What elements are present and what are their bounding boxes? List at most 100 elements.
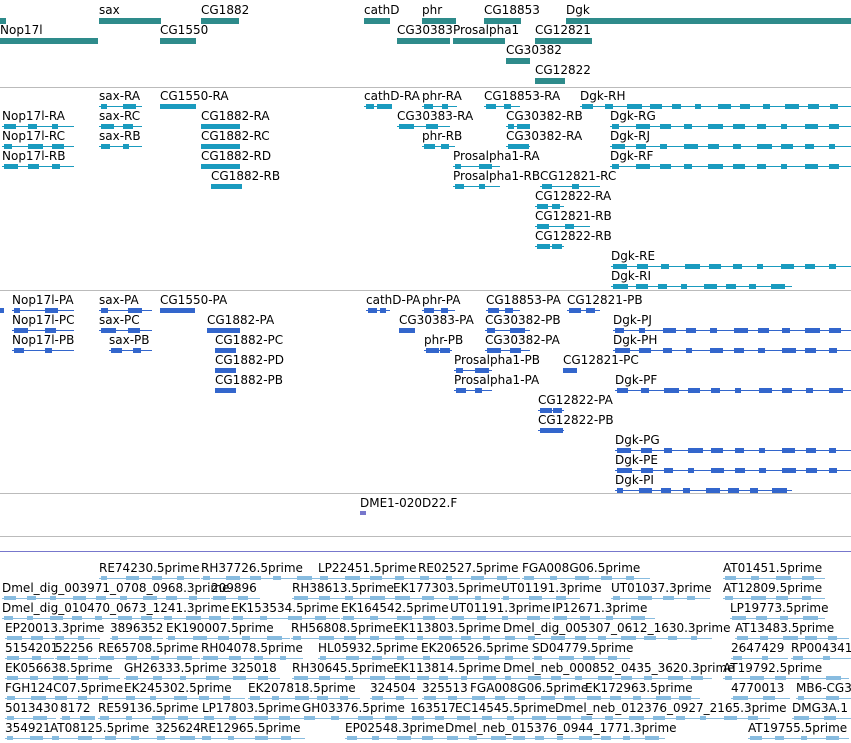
est-label[interactable]: 5013430 xyxy=(5,701,59,715)
est-label[interactable]: RE65708.5prime xyxy=(98,641,199,655)
est-feature-bar[interactable] xyxy=(393,676,503,680)
est-label[interactable]: AT13483.5prime xyxy=(735,621,835,635)
transcript-label[interactable]: Dgk-RJ xyxy=(610,129,651,143)
transcript-feature-bar[interactable] xyxy=(2,164,74,169)
transcript-label[interactable]: CG18853-RA xyxy=(484,89,561,103)
est-label[interactable]: EP02548.3prime xyxy=(345,721,445,735)
protein-label[interactable]: Prosalpha1-PB xyxy=(454,353,540,367)
protein-label[interactable]: sax-PB xyxy=(109,333,150,347)
est-label[interactable]: EK056638.5prime xyxy=(5,661,113,675)
est-feature-bar[interactable] xyxy=(585,696,700,700)
transcript-feature-bar[interactable] xyxy=(211,184,242,189)
est-label[interactable]: UT01037.3prime xyxy=(611,581,712,595)
transcript-label[interactable]: CG1882-RC xyxy=(201,129,270,143)
protein-feature-bar[interactable] xyxy=(454,368,492,373)
transcript-label[interactable]: Prosalpha1-RB xyxy=(453,169,541,183)
est-label[interactable]: RP004341 xyxy=(791,641,851,655)
gene-feature-bar[interactable] xyxy=(99,18,161,24)
transcript-feature-bar[interactable] xyxy=(540,184,600,189)
est-label[interactable]: Dmel_neb_000852_0435_3620.3prime xyxy=(503,661,735,675)
est-feature-bar[interactable] xyxy=(201,656,303,660)
gene-feature-bar[interactable] xyxy=(566,18,851,24)
est-label[interactable]: RH04078.5prime xyxy=(201,641,303,655)
protein-feature-bar[interactable] xyxy=(613,348,851,353)
protein-feature-bar[interactable] xyxy=(215,368,236,373)
est-feature-bar[interactable] xyxy=(99,576,200,580)
est-feature-bar[interactable] xyxy=(5,696,124,700)
protein-label[interactable]: CG12822-PA xyxy=(538,393,613,407)
transcript-label[interactable]: phr-RA xyxy=(422,89,462,103)
gene-label[interactable]: CG30383 xyxy=(397,23,453,37)
est-feature-bar[interactable] xyxy=(418,576,520,580)
est-feature-bar[interactable] xyxy=(345,736,445,740)
est-label[interactable]: EK164542.5prime xyxy=(341,601,449,615)
est-label[interactable]: GH26333.5prime xyxy=(124,661,227,675)
protein-feature-bar[interactable] xyxy=(0,308,4,313)
est-label[interactable]: RE74230.5prime xyxy=(99,561,200,575)
est-label[interactable]: FGH124C07.5prime xyxy=(5,681,124,695)
clone-feature-bar[interactable] xyxy=(360,511,366,515)
est-label[interactable]: 2647429 xyxy=(731,641,785,655)
protein-feature-bar[interactable] xyxy=(12,308,74,313)
est-label[interactable]: Dmel_neb_015376_0944_1771.3prime xyxy=(445,721,677,735)
gene-label[interactable]: cathD xyxy=(364,3,400,17)
est-feature-bar[interactable] xyxy=(341,616,448,620)
est-feature-bar[interactable] xyxy=(231,676,280,680)
est-feature-bar[interactable] xyxy=(60,716,95,720)
protein-label[interactable]: CG12821-PB xyxy=(567,293,643,307)
transcript-feature-bar[interactable] xyxy=(506,144,530,149)
transcript-feature-bar[interactable] xyxy=(397,124,450,129)
est-feature-bar[interactable] xyxy=(422,696,470,700)
protein-feature-bar[interactable] xyxy=(454,388,492,393)
transcript-label[interactable]: Prosalpha1-RA xyxy=(453,149,540,163)
protein-feature-bar[interactable] xyxy=(613,328,851,333)
est-feature-bar[interactable] xyxy=(292,676,393,680)
protein-label[interactable]: Prosalpha1-PA xyxy=(454,373,540,387)
est-feature-bar[interactable] xyxy=(393,596,500,600)
gene-label[interactable]: sax xyxy=(99,3,120,17)
protein-feature-bar[interactable] xyxy=(207,328,240,333)
est-label[interactable]: EK177303.5prime xyxy=(393,581,501,595)
est-feature-bar[interactable] xyxy=(5,736,50,740)
protein-feature-bar[interactable] xyxy=(615,388,851,393)
est-feature-bar[interactable] xyxy=(5,656,54,660)
est-feature-bar[interactable] xyxy=(445,736,665,740)
est-label[interactable]: EK153534.5prime xyxy=(231,601,339,615)
est-feature-bar[interactable] xyxy=(302,716,410,720)
protein-label[interactable]: Nop17l-PA xyxy=(12,293,74,307)
transcript-label[interactable]: Dgk-RH xyxy=(580,89,626,103)
gene-feature-bar[interactable] xyxy=(453,38,505,44)
protein-feature-bar[interactable] xyxy=(567,308,600,313)
est-label[interactable]: 209896 xyxy=(211,581,257,595)
est-label[interactable]: GH03376.5prime xyxy=(302,701,405,715)
est-feature-bar[interactable] xyxy=(421,656,530,660)
est-label[interactable]: EK206526.5prime xyxy=(421,641,529,655)
transcript-feature-bar[interactable] xyxy=(610,144,851,149)
transcript-label[interactable]: CG30383-RA xyxy=(397,109,474,123)
est-label[interactable]: EK113803.5prime xyxy=(393,621,501,635)
gene-label[interactable]: CG18853 xyxy=(484,3,540,17)
est-feature-bar[interactable] xyxy=(201,576,318,580)
protein-feature-bar[interactable] xyxy=(99,308,152,313)
gene-label[interactable]: CG12822 xyxy=(535,63,591,77)
est-feature-bar[interactable] xyxy=(503,636,712,640)
transcript-label[interactable]: CG30382-RA xyxy=(506,129,583,143)
est-label[interactable]: LP17803.5prime xyxy=(202,701,301,715)
protein-label[interactable]: CG1882-PC xyxy=(215,333,284,347)
est-label[interactable]: AT19792.5prime xyxy=(723,661,823,675)
protein-feature-bar[interactable] xyxy=(215,348,236,353)
est-label[interactable]: EK245302.5prime xyxy=(124,681,232,695)
est-feature-bar[interactable] xyxy=(503,676,712,680)
gene-feature-bar[interactable] xyxy=(422,18,456,24)
est-label[interactable]: 3896352 xyxy=(110,621,164,635)
gene-feature-bar[interactable] xyxy=(397,38,450,44)
protein-feature-bar[interactable] xyxy=(485,348,530,353)
est-label[interactable]: FGA008G06.5prime xyxy=(522,561,641,575)
est-feature-bar[interactable] xyxy=(292,596,393,600)
est-label[interactable]: Dmel_dig_005307_0612_1630.3prime xyxy=(503,621,731,635)
transcript-feature-bar[interactable] xyxy=(484,104,520,109)
est-label[interactable]: EK190007.5prime xyxy=(166,621,274,635)
transcript-feature-bar[interactable] xyxy=(611,284,792,289)
est-label[interactable]: FGA008G06.5prime xyxy=(470,681,589,695)
transcript-feature-bar[interactable] xyxy=(611,264,851,269)
